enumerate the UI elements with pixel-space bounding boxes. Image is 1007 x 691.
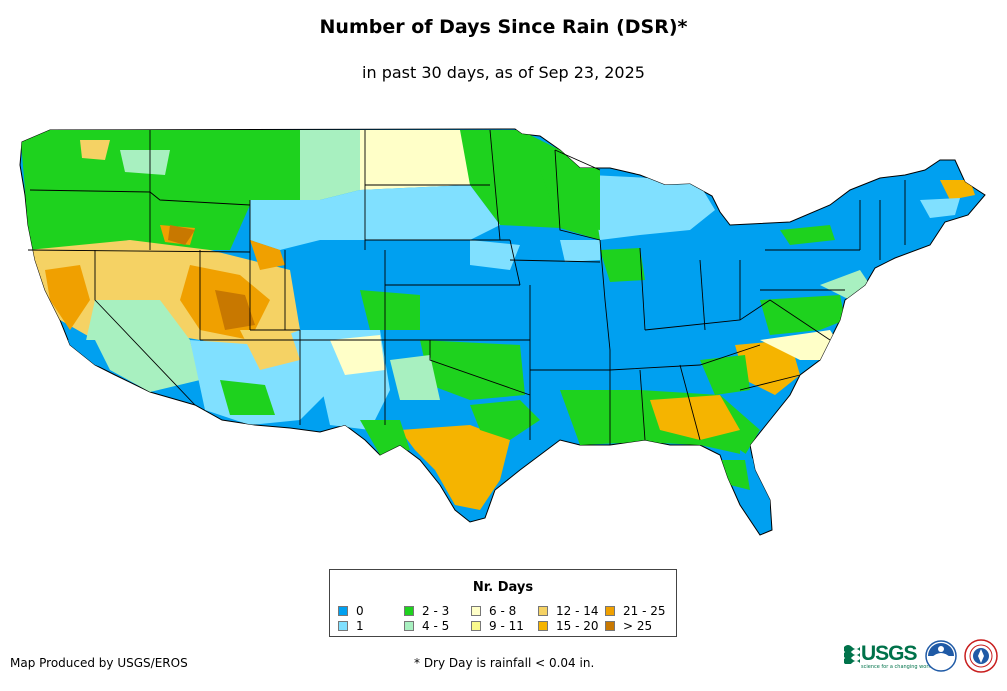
legend-swatch bbox=[605, 606, 615, 616]
legend-label: > 25 bbox=[623, 619, 653, 633]
legend-swatch bbox=[538, 621, 548, 631]
legend-swatch bbox=[471, 606, 481, 616]
legend-swatch bbox=[605, 621, 615, 631]
legend-label: 12 - 14 bbox=[556, 604, 599, 618]
legend-label: 21 - 25 bbox=[623, 604, 666, 618]
legend-label: 4 - 5 bbox=[422, 619, 450, 633]
legend-swatch bbox=[538, 606, 548, 616]
map-credit: Map Produced by USGS/EROS bbox=[10, 656, 188, 670]
usgs-waves-icon bbox=[844, 645, 860, 665]
legend-label: 0 bbox=[356, 604, 364, 618]
legend-swatch bbox=[404, 621, 414, 631]
legend-title: Nr. Days bbox=[472, 580, 534, 595]
noaa-logo-icon bbox=[925, 640, 957, 672]
legend-swatch bbox=[338, 621, 348, 631]
legend-label: 15 - 20 bbox=[556, 619, 599, 633]
map-title: Number of Days Since Rain (DSR)* bbox=[319, 16, 688, 38]
nws-logo-icon bbox=[964, 639, 998, 673]
legend-label: 2 - 3 bbox=[422, 604, 450, 618]
legend-label: 6 - 8 bbox=[489, 604, 517, 618]
dry-day-note: * Dry Day is rainfall < 0.04 in. bbox=[414, 656, 595, 670]
legend-swatch bbox=[471, 621, 481, 631]
usgs-logo: USGS science for a changing world bbox=[843, 642, 933, 670]
usgs-wordmark: USGS bbox=[861, 642, 918, 665]
map-subtitle: in past 30 days, as of Sep 23, 2025 bbox=[362, 63, 645, 82]
legend-swatch bbox=[338, 606, 348, 616]
usgs-tagline: science for a changing world bbox=[861, 664, 933, 670]
legend-label: 1 bbox=[356, 619, 364, 633]
map-legend: Nr. Days bbox=[329, 569, 677, 637]
legend-label: 9 - 11 bbox=[489, 619, 524, 633]
legend-swatch bbox=[404, 606, 414, 616]
